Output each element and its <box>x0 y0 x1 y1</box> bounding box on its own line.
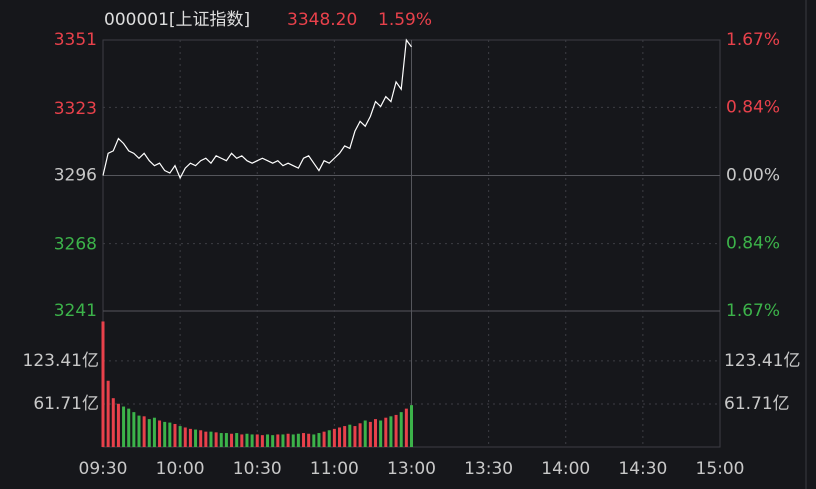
volume-bar <box>106 380 110 447</box>
volume-bar <box>209 431 213 447</box>
volume-bar <box>384 417 388 447</box>
x-tick-label: 13:00 <box>387 459 436 479</box>
x-tick-label: 13:30 <box>464 459 513 479</box>
volume-bar <box>317 433 321 447</box>
y2-tick-label: 1.67% <box>726 30 780 50</box>
volume-bar <box>142 416 146 447</box>
volume-bar <box>399 412 403 447</box>
volume-bar <box>363 420 367 447</box>
volume-bar <box>255 434 259 447</box>
volume-bar <box>312 434 316 447</box>
volume-bar <box>240 434 244 447</box>
volume-bar <box>101 321 105 447</box>
volume-bar <box>271 435 275 447</box>
y-tick-label: 3351 <box>54 30 97 50</box>
volume-bar <box>410 405 413 447</box>
volume-bar <box>219 433 223 447</box>
volume-bar <box>343 426 347 447</box>
y-tick-label: 3241 <box>54 301 97 321</box>
volume-bar <box>116 403 120 447</box>
volume-bar <box>368 421 372 447</box>
volume-bar <box>214 432 218 447</box>
y2-tick-label: 1.67% <box>726 301 780 321</box>
v-tick-label: 61.71亿 <box>33 394 99 414</box>
volume-bar <box>152 417 156 447</box>
v-tick-label: 123.41亿 <box>23 351 99 371</box>
change-pct: 1.59% <box>378 10 432 30</box>
x-tick-label: 15:00 <box>696 459 745 479</box>
last-price: 3348.20 <box>287 10 357 30</box>
volume-bar <box>260 435 264 447</box>
volume-bar <box>147 419 151 447</box>
volume-bar <box>307 433 311 447</box>
volume-bar <box>235 433 239 447</box>
price-line <box>102 38 412 180</box>
volume-bar <box>302 433 306 447</box>
volume-bar <box>358 423 362 447</box>
volume-bar <box>286 433 290 447</box>
y2-tick-label: 0.00% <box>726 166 780 186</box>
y2-tick-label: 0.84% <box>726 97 780 117</box>
volume-bar <box>327 430 331 447</box>
volume-bar <box>338 427 342 447</box>
volume-bar <box>194 429 198 447</box>
x-tick-label: 10:30 <box>233 459 282 479</box>
chart-title: 000001[上证指数] <box>104 10 250 30</box>
volume-bar <box>230 433 234 447</box>
volume-bar <box>266 434 270 447</box>
volume-bar <box>132 412 136 447</box>
x-tick-label: 09:30 <box>79 459 128 479</box>
volume-bar <box>348 424 352 447</box>
volume-bar <box>224 433 228 447</box>
volume-bar <box>379 420 383 447</box>
volume-bar <box>158 420 162 447</box>
volume-bar <box>281 434 285 447</box>
y-tick-label: 3268 <box>54 234 97 254</box>
volume-bar <box>137 415 141 447</box>
volume-bar <box>394 414 398 447</box>
volume-bar <box>291 434 295 447</box>
y-tick-label: 3323 <box>54 99 97 119</box>
volume-bar <box>374 419 378 447</box>
volume-bar <box>296 433 300 447</box>
volume-bar <box>404 408 408 447</box>
volume-bar <box>353 426 357 447</box>
volume-bar <box>173 423 177 447</box>
volume-bar <box>122 406 126 447</box>
volume-bar <box>245 433 249 447</box>
volume-bar <box>276 434 280 447</box>
volume-bar <box>183 427 187 447</box>
v-tick-label: 61.71亿 <box>724 394 790 414</box>
v-tick-label: 123.41亿 <box>724 351 800 371</box>
volume-bar <box>389 416 393 447</box>
volume-bar <box>188 428 192 447</box>
volume-bar <box>199 430 203 447</box>
x-tick-label: 11:00 <box>310 459 359 479</box>
volume-bar <box>332 428 336 447</box>
y2-tick-label: 0.84% <box>726 234 780 254</box>
volume-bar <box>204 431 208 447</box>
volume-bar <box>178 426 182 447</box>
volume-bar <box>163 421 167 447</box>
volume-bar <box>111 398 115 447</box>
x-tick-label: 14:00 <box>541 459 590 479</box>
x-tick-label: 10:00 <box>156 459 205 479</box>
x-tick-label: 14:30 <box>618 459 667 479</box>
volume-bar <box>250 434 254 447</box>
volume-bar <box>127 408 131 447</box>
volume-bar <box>168 422 172 447</box>
y-tick-label: 3296 <box>54 166 97 186</box>
volume-bar <box>322 431 326 447</box>
